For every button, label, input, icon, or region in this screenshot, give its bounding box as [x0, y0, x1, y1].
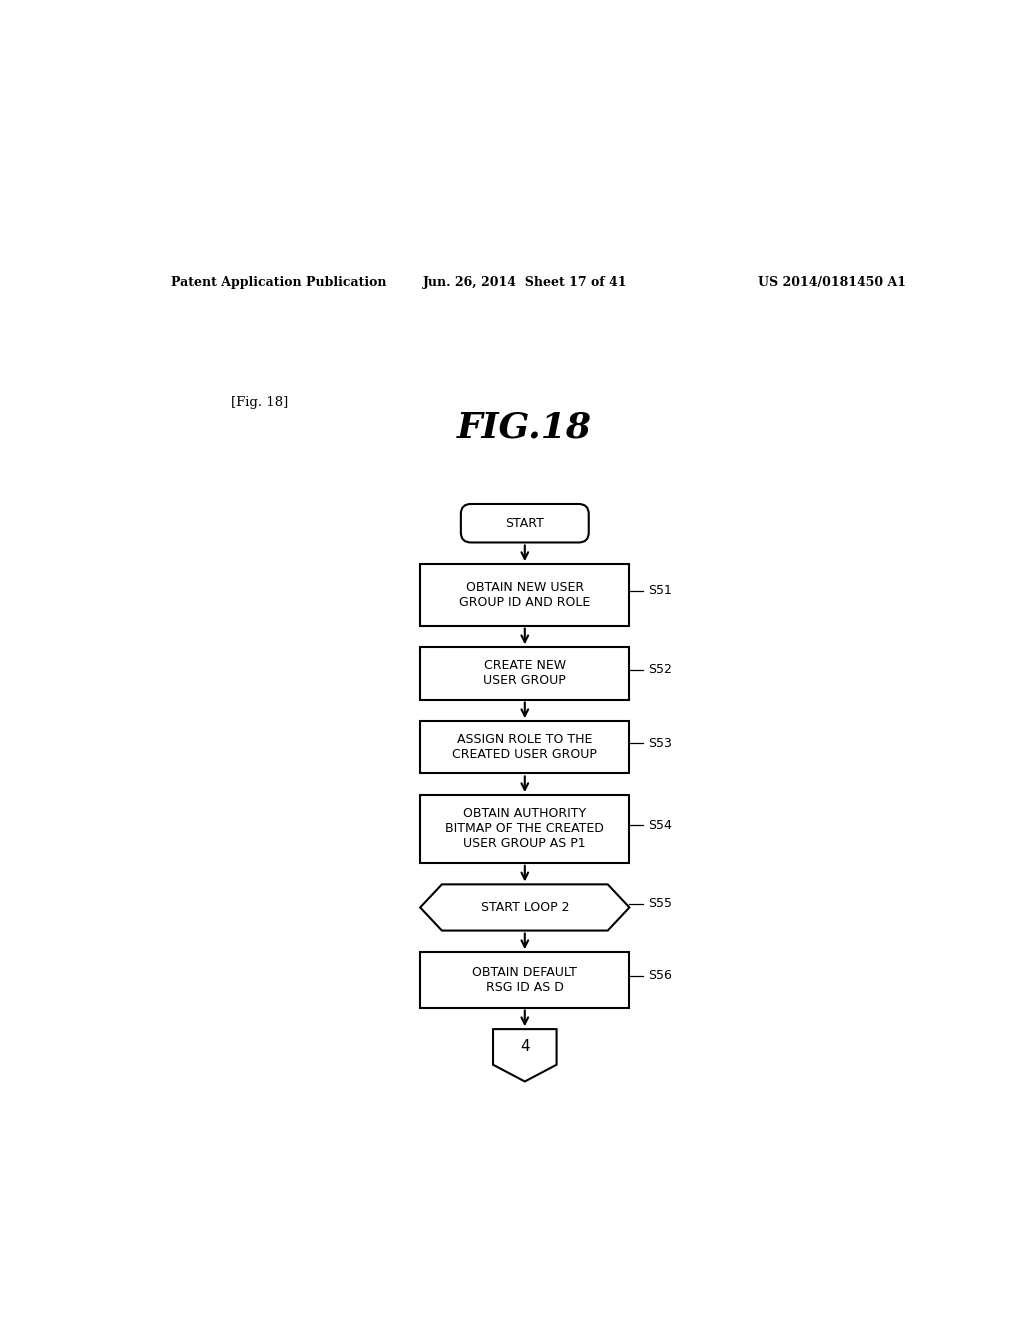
Text: START LOOP 2: START LOOP 2 — [480, 902, 569, 913]
Text: Patent Application Publication: Patent Application Publication — [171, 276, 386, 289]
Text: S54: S54 — [648, 818, 672, 832]
Bar — [420, 564, 630, 626]
Text: S53: S53 — [648, 737, 672, 750]
Text: US 2014/0181450 A1: US 2014/0181450 A1 — [758, 276, 905, 289]
Text: S55: S55 — [648, 898, 672, 909]
Text: CREATE NEW
USER GROUP: CREATE NEW USER GROUP — [483, 660, 566, 688]
Bar — [420, 795, 630, 863]
Text: START: START — [506, 516, 544, 529]
Text: S51: S51 — [648, 585, 672, 598]
Text: OBTAIN AUTHORITY
BITMAP OF THE CREATED
USER GROUP AS P1: OBTAIN AUTHORITY BITMAP OF THE CREATED U… — [445, 808, 604, 850]
Text: 4: 4 — [520, 1039, 529, 1055]
Text: S52: S52 — [648, 663, 672, 676]
Bar — [420, 952, 630, 1007]
Bar — [420, 647, 630, 700]
Text: OBTAIN DEFAULT
RSG ID AS D: OBTAIN DEFAULT RSG ID AS D — [472, 966, 578, 994]
FancyBboxPatch shape — [461, 504, 589, 543]
Text: FIG.18: FIG.18 — [458, 411, 592, 445]
Text: S56: S56 — [648, 969, 672, 982]
Text: Jun. 26, 2014  Sheet 17 of 41: Jun. 26, 2014 Sheet 17 of 41 — [423, 276, 627, 289]
Text: ASSIGN ROLE TO THE
CREATED USER GROUP: ASSIGN ROLE TO THE CREATED USER GROUP — [453, 734, 597, 762]
Text: OBTAIN NEW USER
GROUP ID AND ROLE: OBTAIN NEW USER GROUP ID AND ROLE — [459, 581, 591, 609]
Bar — [420, 721, 630, 774]
Text: [Fig. 18]: [Fig. 18] — [231, 396, 289, 409]
Polygon shape — [420, 884, 630, 931]
Polygon shape — [493, 1030, 557, 1081]
